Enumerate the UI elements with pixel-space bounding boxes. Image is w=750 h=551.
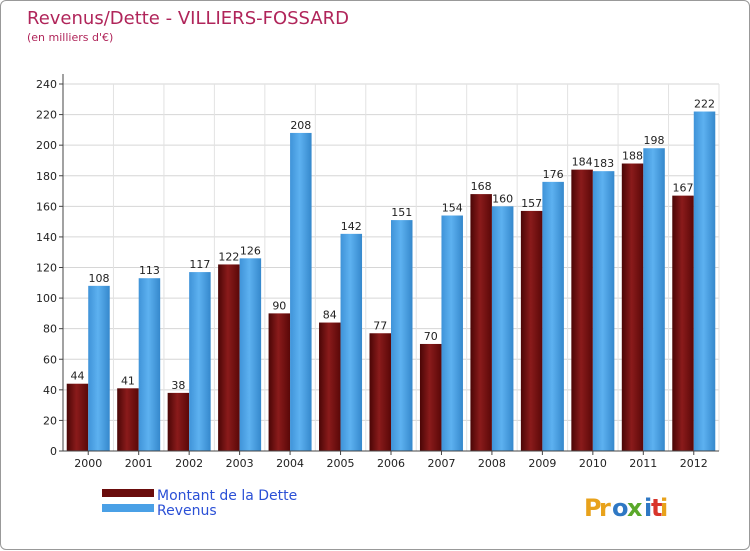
x-tick-label: 2008 bbox=[478, 457, 506, 470]
value-label: 84 bbox=[323, 309, 337, 322]
y-tick-label: 120 bbox=[36, 262, 57, 275]
x-tick-label: 2004 bbox=[276, 457, 304, 470]
y-tick-label: 80 bbox=[43, 323, 57, 336]
value-label: 77 bbox=[373, 319, 387, 332]
bar-revenus bbox=[643, 148, 665, 451]
bar-revenus bbox=[340, 233, 363, 451]
bar-dette bbox=[117, 388, 139, 451]
bar-revenus bbox=[693, 111, 716, 452]
x-tick-label: 2012 bbox=[680, 457, 708, 470]
value-labels: 44 108 41 113 38 117 122 126 90 208 84 142 77 151 70 15… bbox=[70, 98, 715, 392]
y-tick-label: 20 bbox=[43, 414, 57, 427]
bar-revenus bbox=[189, 272, 211, 451]
logo-letter: P bbox=[584, 494, 602, 522]
x-tick-label: 2000 bbox=[74, 457, 102, 470]
bar-revenus bbox=[290, 132, 312, 451]
value-label: 184 bbox=[572, 156, 593, 169]
x-tick-label: 2006 bbox=[377, 457, 405, 470]
chart-subtitle: (en milliers d'€) bbox=[27, 31, 113, 44]
y-tick-label: 100 bbox=[36, 292, 57, 305]
y-tick-label: 220 bbox=[36, 109, 57, 122]
value-label: 154 bbox=[442, 202, 463, 215]
x-tick-label: 2005 bbox=[327, 457, 355, 470]
bar-revenus bbox=[239, 258, 262, 451]
value-label: 44 bbox=[70, 370, 84, 383]
value-label: 183 bbox=[593, 157, 614, 170]
value-label: 222 bbox=[694, 98, 715, 111]
bar-revenus bbox=[542, 181, 564, 451]
bar-dette bbox=[621, 163, 644, 451]
bar-revenus bbox=[491, 206, 514, 451]
value-label: 108 bbox=[88, 272, 109, 285]
x-tick-label: 2007 bbox=[427, 457, 455, 470]
value-label: 90 bbox=[272, 299, 286, 312]
x-tick-label: 2011 bbox=[629, 457, 657, 470]
y-tick-label: 240 bbox=[36, 78, 57, 91]
bar-dette bbox=[167, 392, 190, 451]
x-tick-label: 2001 bbox=[125, 457, 153, 470]
y-tick-label: 160 bbox=[36, 200, 57, 213]
legend-label-revenus: Revenus bbox=[157, 503, 217, 519]
value-label: 157 bbox=[521, 197, 542, 210]
logo-letter: o bbox=[612, 494, 629, 522]
value-label: 122 bbox=[218, 250, 239, 263]
value-label: 188 bbox=[622, 150, 643, 163]
logo-letter: t bbox=[651, 494, 662, 522]
x-tick-label: 2010 bbox=[579, 457, 607, 470]
value-label: 117 bbox=[189, 258, 210, 271]
value-label: 167 bbox=[673, 182, 694, 195]
value-label: 198 bbox=[644, 134, 665, 147]
bar-revenus bbox=[592, 171, 615, 451]
value-label: 160 bbox=[492, 192, 513, 205]
bar-revenus bbox=[391, 220, 413, 451]
logo-letter: i bbox=[660, 494, 668, 522]
bar-dette bbox=[319, 322, 341, 451]
logo-letter: x bbox=[627, 494, 643, 522]
legend-swatch-dette bbox=[102, 489, 154, 497]
value-label: 208 bbox=[290, 119, 311, 132]
y-tick-label: 40 bbox=[43, 384, 57, 397]
value-label: 151 bbox=[391, 206, 412, 219]
y-tick-label: 60 bbox=[43, 353, 57, 366]
value-label: 41 bbox=[121, 374, 135, 387]
value-label: 70 bbox=[424, 330, 438, 343]
x-tick-label: 2009 bbox=[528, 457, 556, 470]
x-tick-label: 2003 bbox=[226, 457, 254, 470]
proxiti-logo: Pr ox iti bbox=[584, 494, 668, 522]
bar-dette bbox=[218, 264, 240, 451]
x-tick-label: 2002 bbox=[175, 457, 203, 470]
logo-letter: r bbox=[599, 494, 611, 522]
bar-dette bbox=[66, 383, 89, 451]
y-tick-label: 0 bbox=[50, 445, 57, 458]
value-label: 168 bbox=[471, 180, 492, 193]
bars bbox=[66, 111, 716, 452]
value-label: 126 bbox=[240, 244, 261, 257]
bar-dette bbox=[369, 333, 391, 451]
bar-revenus bbox=[88, 285, 110, 451]
legend-label-dette: Montant de la Dette bbox=[157, 488, 297, 504]
bar-dette bbox=[419, 343, 442, 451]
bar-dette bbox=[470, 194, 492, 451]
value-label: 38 bbox=[171, 379, 185, 392]
axes: 0 20 40 60 80 100 120 140 160 180 200 220 240 2000 200… bbox=[36, 74, 719, 470]
y-tick-label: 140 bbox=[36, 231, 57, 244]
bar-revenus bbox=[441, 215, 463, 451]
value-label: 142 bbox=[341, 220, 362, 233]
bar-revenus bbox=[138, 278, 161, 451]
value-label: 176 bbox=[543, 168, 564, 181]
legend: Montant de la Dette Revenus bbox=[102, 488, 297, 519]
legend-swatch-revenus bbox=[102, 504, 154, 512]
value-label: 113 bbox=[139, 264, 160, 277]
bar-dette bbox=[571, 169, 593, 451]
chart-title: Revenus/Dette - VILLIERS-FOSSARD bbox=[27, 8, 349, 29]
bar-dette bbox=[672, 195, 694, 451]
bar-dette bbox=[268, 313, 291, 451]
bar-dette bbox=[520, 210, 543, 451]
logo-letter: i bbox=[644, 494, 652, 522]
y-tick-label: 180 bbox=[36, 170, 57, 183]
y-tick-label: 200 bbox=[36, 139, 57, 152]
